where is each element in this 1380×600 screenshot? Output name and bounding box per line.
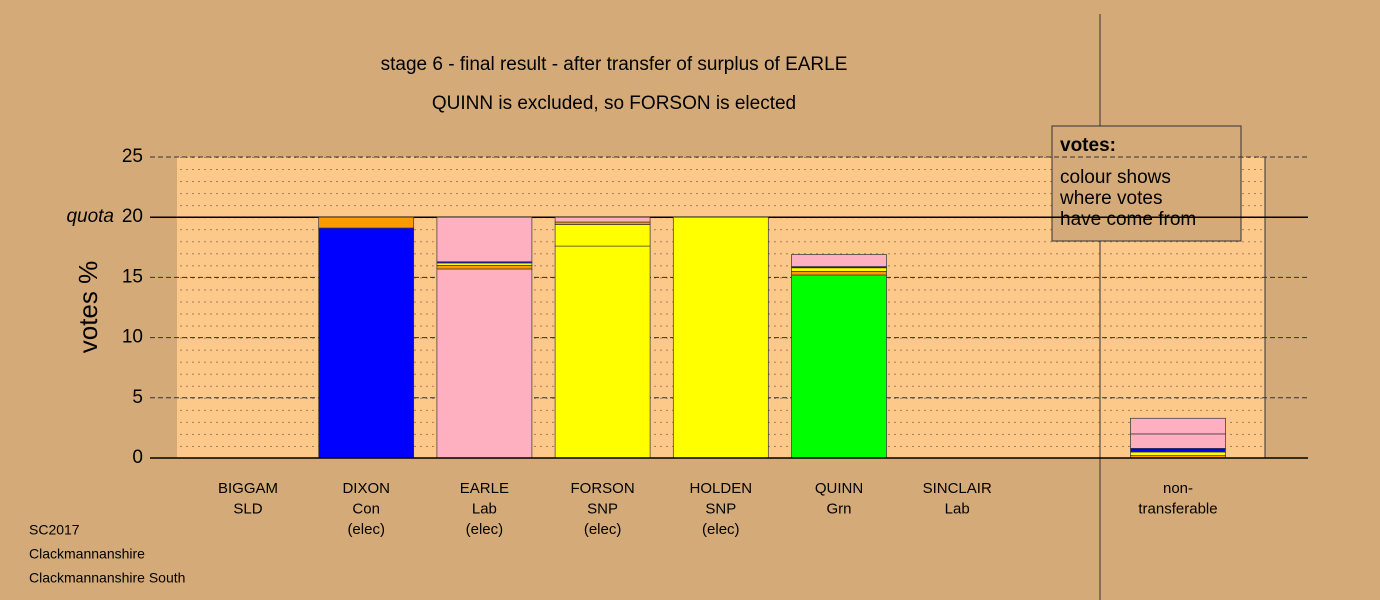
legend-title: votes: [1060, 135, 1116, 156]
x-tick-label: Lab [472, 500, 497, 517]
x-tick-label: SLD [233, 500, 262, 517]
bar-segment [318, 216, 415, 229]
bar-segment [1130, 417, 1226, 435]
x-tick-label: FORSON [571, 480, 635, 497]
x-tick-label: BIGGAM [218, 480, 278, 497]
y-axis-label: votes % [73, 261, 103, 354]
x-tick-label: SINCLAIR [923, 480, 992, 497]
x-tick-label: (elec) [466, 521, 504, 538]
bar-segment [791, 274, 887, 459]
bar-segment [791, 271, 887, 276]
chart-subtitle: QUINN is excluded, so FORSON is elected [432, 93, 796, 114]
quota-label: quota [66, 206, 114, 227]
bar-segment [554, 224, 651, 247]
footer-text: Clackmannanshire South [29, 570, 185, 586]
y-tick-label: 25 [122, 146, 143, 167]
legend-text: have come from [1060, 209, 1196, 230]
x-tick-label: QUINN [815, 480, 863, 497]
x-tick-label: transferable [1138, 500, 1217, 517]
x-tick-label: Grn [826, 500, 851, 517]
bar-segment [1130, 448, 1226, 453]
x-tick-label: (elec) [702, 521, 740, 538]
x-tick-label: (elec) [347, 521, 385, 538]
x-tick-label: SNP [705, 500, 736, 517]
legend-text: where votes [1059, 188, 1162, 209]
x-tick-label: non- [1163, 480, 1193, 497]
footer-text: SC2017 [29, 522, 80, 538]
y-tick-label: 10 [122, 327, 143, 348]
x-tick-label: Lab [945, 500, 970, 517]
bar-segment [554, 216, 651, 223]
y-tick-label: 20 [122, 206, 143, 227]
bar-segment [791, 267, 887, 272]
footer-text: Clackmannanshire [29, 546, 145, 562]
x-tick-label: SNP [587, 500, 618, 517]
bar-segment [318, 227, 415, 459]
chart-title: stage 6 - final result - after transfer … [381, 54, 848, 75]
x-tick-label: DIXON [342, 480, 390, 497]
x-tick-label: HOLDEN [690, 480, 753, 497]
legend-text: colour shows [1060, 167, 1171, 188]
bar-segment [672, 216, 769, 459]
bar-segment [1130, 433, 1226, 449]
bar-segment [436, 262, 533, 266]
bar-segment [554, 245, 651, 459]
bar-segment [554, 221, 651, 225]
bar-segment [436, 265, 533, 270]
x-tick-label: (elec) [584, 521, 622, 538]
bar-segment [1130, 451, 1226, 456]
bar-segment [436, 268, 533, 459]
legend-box [1051, 125, 1242, 242]
bar-segment [791, 254, 887, 267]
y-tick-label: 5 [132, 387, 143, 408]
x-tick-label: EARLE [460, 480, 509, 497]
y-tick-label: 0 [132, 447, 143, 468]
y-tick-label: 15 [122, 266, 143, 287]
x-tick-label: Con [352, 500, 380, 517]
bar-segment [436, 216, 533, 263]
